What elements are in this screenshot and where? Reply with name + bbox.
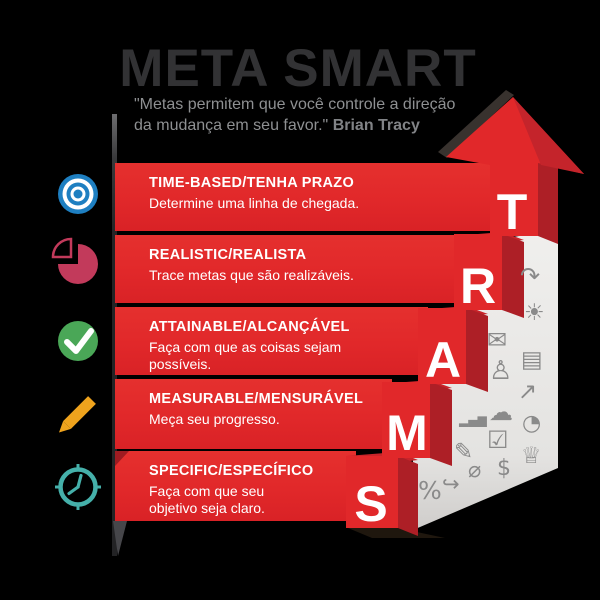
row-heading: SPECIFIC/ESPECÍFICO: [149, 463, 314, 479]
step-side: [398, 456, 418, 536]
step-tread: [454, 232, 524, 245]
note-doodle: ▤: [521, 347, 543, 373]
row-heading: MEASURABLE/MENSURÁVEL: [149, 391, 364, 407]
quote-author: Brian Tracy: [332, 117, 420, 134]
row-specific: SPECIFIC/ESPECÍFICO Faça com que seu obj…: [115, 451, 356, 521]
step-tread: [346, 452, 418, 466]
pole: [112, 114, 117, 556]
magnifier-doodle: ⌀: [468, 458, 482, 483]
curved-arrow-doodle: ↷: [520, 262, 541, 290]
envelope-doodle: ✉: [487, 326, 508, 354]
pie-chart-icon: [51, 237, 98, 284]
target-icon: [58, 174, 98, 214]
row-heading: ATTAINABLE/ALCANÇÁVEL: [149, 319, 350, 335]
light-bulb-doodle: ☀: [524, 300, 545, 326]
check-icon: [58, 321, 98, 361]
step-side: [502, 234, 524, 318]
row-description: Faça com que as coisas sejam possíveis.: [149, 339, 342, 372]
letter-r: R: [460, 258, 496, 314]
page-title: META SMART: [119, 39, 477, 98]
dollar-doodle: $: [497, 456, 511, 481]
paper-plane-doodle: ↪: [442, 472, 460, 496]
row-heading: TIME-BASED/TENHA PRAZO: [149, 175, 355, 191]
checkbox-doodle: ☑: [487, 426, 509, 454]
row-description: Faça com que seu objetivo seja claro.: [149, 483, 265, 516]
step-side: [538, 160, 558, 244]
row-measurable: MEASURABLE/MENSURÁVEL Meça seu progresso…: [115, 379, 392, 449]
row-description: Meça seu progresso.: [149, 411, 280, 427]
step-tread: [418, 306, 488, 319]
pencil-doodle: ✎: [454, 439, 474, 465]
ground-shadow: [348, 528, 445, 538]
speech-bubbles-doodle: ☁: [489, 398, 513, 426]
row-description: Trace metas que são realizáveis.: [149, 267, 354, 283]
letter-m: M: [386, 405, 428, 461]
clock-icon: [55, 464, 101, 510]
step-side: [466, 308, 488, 392]
step-tread: [382, 380, 452, 393]
row-description: Determine uma linha de chegada.: [149, 195, 360, 211]
quote-line2: da mudança em seu favor." Brian Tracy: [134, 117, 420, 134]
quote-line1: "Metas permitem que você controle a dire…: [134, 96, 456, 113]
row-attainable: ATTAINABLE/ALCANÇÁVEL Faça com que as co…: [115, 307, 428, 375]
row-time-based: TIME-BASED/TENHA PRAZO Determine uma lin…: [115, 163, 500, 231]
trophy-doodle: ♕: [521, 443, 542, 469]
row-realistic: REALISTIC/REALISTA Trace metas que são r…: [115, 235, 464, 303]
arrow-right-shade: [513, 97, 584, 174]
quote: "Metas permitem que você controle a dire…: [134, 94, 455, 136]
step-side: [430, 382, 452, 466]
pencil-icon: [59, 396, 96, 433]
percent-doodle: %: [418, 476, 442, 505]
person-doodle: ♙: [489, 356, 513, 386]
clock-doodle: ◔: [522, 411, 542, 436]
row-heading: REALISTIC/REALISTA: [149, 247, 307, 263]
letter-a: A: [425, 332, 461, 388]
letter-t: T: [497, 184, 528, 240]
line-chart-doodle: ↗: [518, 379, 538, 405]
bar-chart-doodle: ▂▄▆: [459, 413, 487, 427]
letter-s: S: [354, 476, 387, 532]
